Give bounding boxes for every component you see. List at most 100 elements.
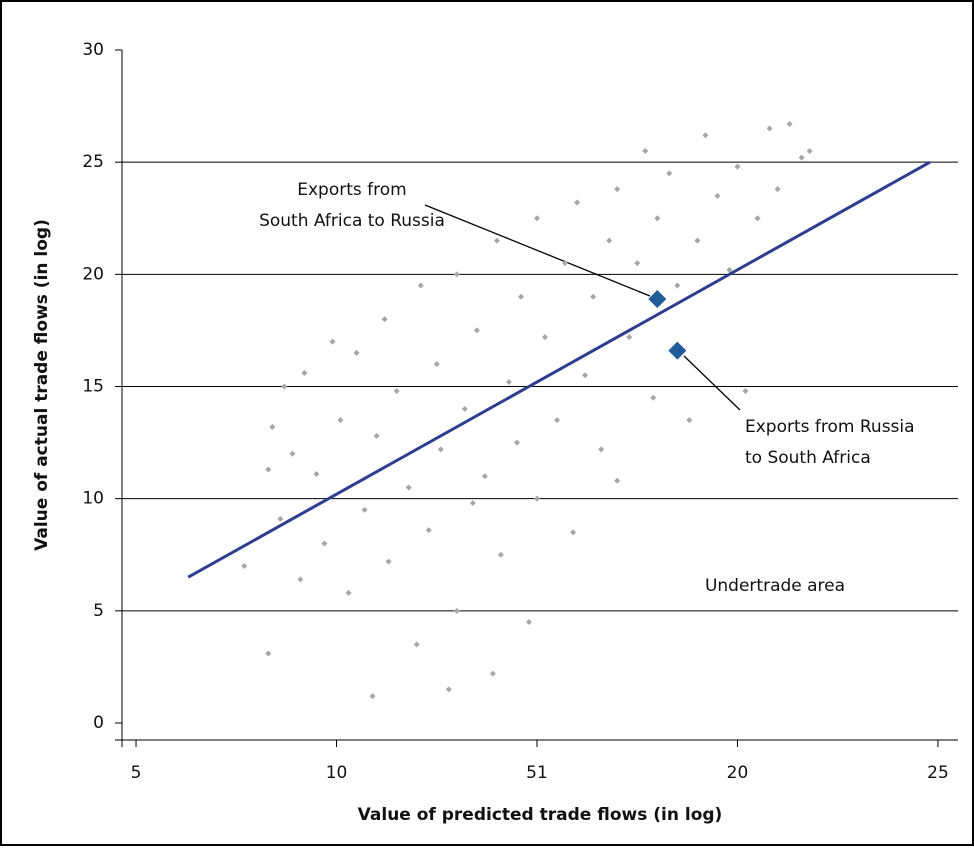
- scatter-point: [742, 387, 749, 394]
- scatter-point: [337, 417, 344, 424]
- scatter-point: [405, 484, 412, 491]
- scatter-point: [281, 383, 288, 390]
- scatter-point: [453, 271, 460, 278]
- scatter-point: [806, 147, 813, 154]
- scatter-point: [598, 446, 605, 453]
- y-tick-label: 30: [82, 40, 104, 60]
- scatter-point: [301, 370, 308, 377]
- scatter-point: [413, 641, 420, 648]
- x-tick-label: 51: [526, 763, 548, 783]
- scatter-point: [277, 515, 284, 522]
- scatter-point: [614, 186, 621, 193]
- scatter-point: [425, 527, 432, 534]
- x-axis-label: Value of predicted trade flows (in log): [358, 805, 723, 825]
- scatter-point: [642, 147, 649, 154]
- scatter-point: [497, 551, 504, 558]
- scatter-point: [373, 432, 380, 439]
- scatter-point: [369, 693, 376, 700]
- scatter-point: [786, 121, 793, 128]
- scatter-point: [574, 199, 581, 206]
- scatter-point: [606, 237, 613, 244]
- scatter-point: [554, 417, 561, 424]
- scatter-point: [481, 473, 488, 480]
- scatter-point: [674, 282, 681, 289]
- y-tick-label: 15: [82, 377, 104, 397]
- annotation: Undertrade area: [705, 576, 845, 596]
- scatter-point: [417, 282, 424, 289]
- scatter-point: [694, 237, 701, 244]
- x-tick-label: 5: [131, 763, 142, 783]
- y-tick-label: 5: [93, 601, 104, 621]
- scatter-point: [493, 237, 500, 244]
- scatter-point: [381, 316, 388, 323]
- y-tick-label: 10: [82, 489, 104, 509]
- highlight-point: [668, 341, 687, 360]
- scatter-point: [453, 607, 460, 614]
- scatter-point: [626, 334, 633, 341]
- scatter-point: [582, 372, 589, 379]
- leader-line: [424, 204, 651, 297]
- x-tick-label: 10: [326, 763, 348, 783]
- scatter-point: [393, 387, 400, 394]
- x-tick-label: 20: [727, 763, 749, 783]
- scatter-point: [702, 132, 709, 139]
- scatter-point: [361, 506, 368, 513]
- scatter-point: [241, 562, 248, 569]
- scatter-point: [297, 576, 304, 583]
- scatter-point: [650, 394, 657, 401]
- annotation: to South Africa: [745, 448, 871, 468]
- fit-line: [187, 160, 931, 579]
- annotation: Exports from: [297, 180, 406, 200]
- scatter-point: [766, 125, 773, 132]
- scatter-point: [533, 215, 540, 222]
- scatter-point: [437, 446, 444, 453]
- scatter-point: [714, 192, 721, 199]
- scatter-point: [562, 260, 569, 267]
- y-axis-label: Value of actual trade flows (in log): [32, 219, 52, 551]
- y-tick-label: 25: [82, 152, 104, 172]
- scatter-point: [517, 293, 524, 300]
- scatter-point: [473, 327, 480, 334]
- scatter-point: [570, 529, 577, 536]
- scatter-point: [666, 170, 673, 177]
- scatter-point: [269, 423, 276, 430]
- scatter-point: [489, 670, 496, 677]
- scatter-point: [385, 558, 392, 565]
- scatter-point: [774, 186, 781, 193]
- scatter-point: [614, 477, 621, 484]
- scatter-point: [433, 361, 440, 368]
- scatter-point: [754, 215, 761, 222]
- annotation: Exports from Russia: [745, 417, 915, 437]
- scatter-point: [265, 466, 272, 473]
- scatter-point: [265, 650, 272, 657]
- scatter-point: [513, 439, 520, 446]
- scatter-point: [798, 154, 805, 161]
- scatter-point: [654, 215, 661, 222]
- scatter-point: [353, 349, 360, 356]
- scatter-point: [313, 470, 320, 477]
- scatter-point: [469, 500, 476, 507]
- y-tick-label: 0: [93, 713, 104, 733]
- scatter-point: [505, 379, 512, 386]
- scatter-point: [634, 260, 641, 267]
- scatter-point: [726, 266, 733, 273]
- scatter-point: [533, 495, 540, 502]
- scatter-point: [686, 417, 693, 424]
- x-tick-label: 25: [927, 763, 949, 783]
- scatter-point: [734, 163, 741, 170]
- annotation: South Africa to Russia: [259, 211, 445, 231]
- scatter-point: [445, 686, 452, 693]
- y-tick-label: 20: [82, 264, 104, 284]
- scatter-point: [345, 589, 352, 596]
- scatter-point: [461, 405, 468, 412]
- highlight-point: [648, 290, 667, 309]
- leader-line: [683, 355, 741, 411]
- scatter-point: [289, 450, 296, 457]
- scatter-point: [542, 334, 549, 341]
- scatter-point: [590, 293, 597, 300]
- scatter-point: [321, 540, 328, 547]
- scatter-point: [329, 338, 336, 345]
- scatter-point: [525, 619, 532, 626]
